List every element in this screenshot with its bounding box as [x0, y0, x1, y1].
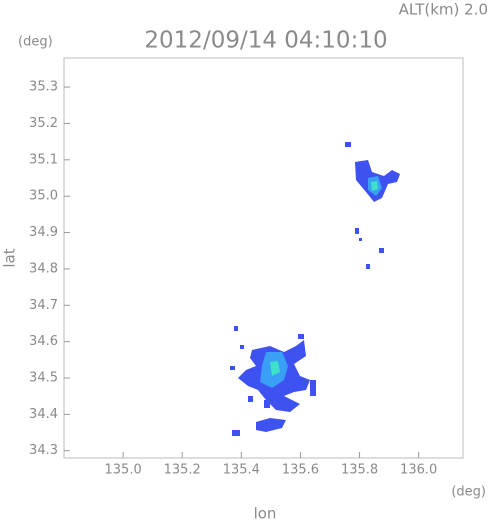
x-tick-label: 135.6 — [282, 463, 319, 478]
x-tick-label: 135.4 — [223, 463, 260, 478]
x-tick-label: 135.0 — [105, 463, 142, 478]
altitude-label: ALT(km) 2.0 — [399, 1, 488, 19]
x-axis-label: lon — [254, 505, 277, 521]
y-tick-label: 35.3 — [29, 80, 58, 95]
y-tick-label: 35.1 — [29, 152, 58, 167]
y-tick-label: 35.2 — [29, 116, 58, 131]
y-tick-label: 34.3 — [29, 443, 58, 458]
y-tick-label: 34.5 — [29, 371, 58, 386]
plot-frame — [63, 57, 464, 459]
radar-echoes — [230, 142, 400, 436]
x-tick-label: 135.8 — [341, 463, 378, 478]
y-unit: (deg) — [18, 35, 53, 50]
y-tick-label: 34.4 — [29, 407, 58, 422]
y-tick-label: 34.7 — [29, 298, 58, 313]
x-unit: (deg) — [451, 485, 486, 500]
y-tick-label: 34.6 — [29, 334, 58, 349]
x-tick-label: 136.0 — [400, 463, 437, 478]
y-tick-label: 35.0 — [29, 189, 58, 204]
y-tick-label: 34.9 — [29, 225, 58, 240]
x-tick-label: 135.2 — [164, 463, 201, 478]
y-axis-label: lat — [1, 248, 19, 267]
y-tick-label: 34.8 — [29, 261, 58, 276]
chart-title: 2012/09/14 04:10:10 — [144, 28, 387, 54]
